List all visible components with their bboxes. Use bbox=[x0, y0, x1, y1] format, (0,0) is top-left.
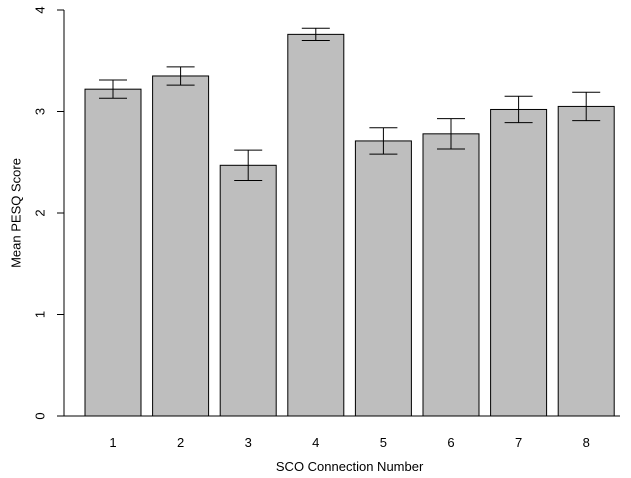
error-bar-4 bbox=[301, 27, 330, 41]
error-bar-5 bbox=[369, 127, 398, 155]
x-tick-label-4: 4 bbox=[312, 435, 319, 450]
error-bars-layer bbox=[99, 27, 601, 182]
bars-layer bbox=[84, 33, 615, 417]
x-tick-label-6: 6 bbox=[447, 435, 454, 450]
y-tick-label-3: 3 bbox=[32, 108, 47, 115]
bar-2 bbox=[152, 75, 210, 417]
y-axis-label: Mean PESQ Score bbox=[8, 158, 23, 268]
x-axis: 1 2 3 4 5 6 7 8 bbox=[64, 415, 620, 450]
x-tick-label-2: 2 bbox=[177, 435, 184, 450]
bar-6 bbox=[422, 133, 480, 417]
error-bar-7 bbox=[504, 95, 533, 124]
error-bar-2 bbox=[166, 66, 195, 86]
x-axis-label: SCO Connection Number bbox=[276, 459, 424, 474]
bar-3 bbox=[219, 164, 277, 417]
bar-4 bbox=[287, 33, 345, 417]
error-bar-8 bbox=[572, 91, 601, 122]
y-tick-label-1: 1 bbox=[32, 311, 47, 318]
x-tick-label-8: 8 bbox=[583, 435, 590, 450]
error-bar-6 bbox=[437, 118, 465, 150]
bar-8 bbox=[557, 105, 615, 417]
error-bar-3 bbox=[234, 149, 263, 182]
bar-7 bbox=[490, 108, 548, 417]
bar-1 bbox=[84, 88, 142, 417]
x-tick-label-3: 3 bbox=[245, 435, 252, 450]
error-bar-1 bbox=[99, 79, 127, 99]
y-tick-label-0: 0 bbox=[32, 412, 47, 419]
x-tick-label-5: 5 bbox=[380, 435, 387, 450]
y-tick-label-2: 2 bbox=[32, 209, 47, 216]
x-tick-label-1: 1 bbox=[109, 435, 116, 450]
bar-5 bbox=[354, 140, 412, 417]
x-tick-label-7: 7 bbox=[515, 435, 522, 450]
y-axis: 0 1 2 3 4 bbox=[32, 6, 65, 420]
y-tick-label-4: 4 bbox=[32, 6, 47, 13]
